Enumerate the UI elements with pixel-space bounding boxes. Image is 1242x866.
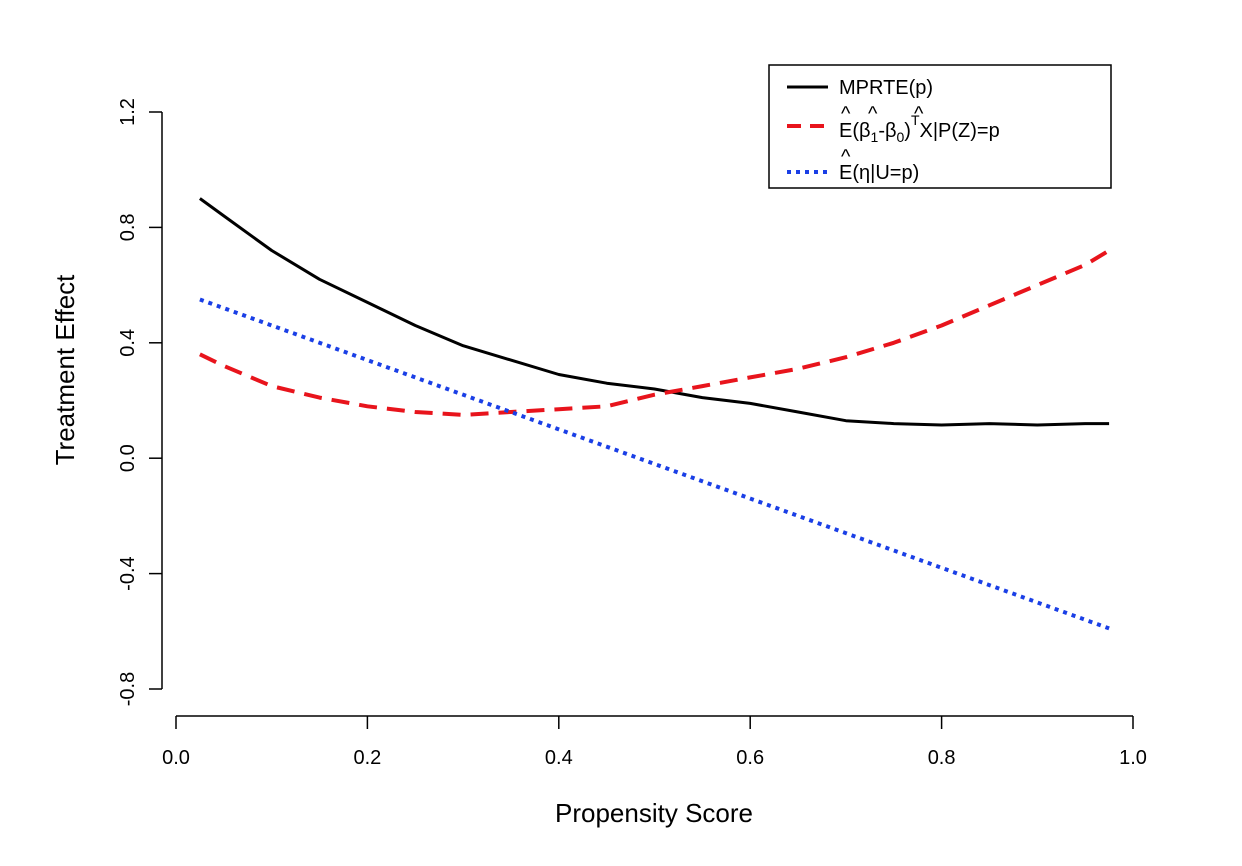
legend-beta-sub0: 0 [896,129,904,145]
legend-label-beta: E(β1-β0)TX|P(Z)=p [839,112,1000,145]
legend-beta-sup: T [911,112,920,128]
legend-beta-sub1: 1 [871,129,879,145]
legend-hat-b1: ^ [868,103,878,125]
legend-hat-e3: ^ [841,146,851,168]
x-tick-label: 0.2 [353,747,381,769]
y-tick-label: 0.8 [117,213,139,241]
x-axis-title: Propensity Score [555,798,753,828]
y-tick-label: 0.0 [117,444,139,472]
series-line-beta-diff [199,248,1111,417]
legend: MPRTE(p) E(β1-β0)TX|P(Z)=p ^ ^ ^ E(η|U=p… [768,64,1112,189]
legend-beta-part-b: -β [878,120,896,142]
y-tick-label: -0.8 [117,672,139,706]
axes: 0.0 0.2 0.4 0.6 0.8 1.0 -0.8 -0.4 0.0 0.4 0.8 1.2 [117,98,1147,769]
y-tick-label: 0.4 [117,329,139,357]
legend-beta-part-d: X|P(Z)=p [920,120,1000,142]
y-tick-label: 1.2 [117,98,139,126]
x-tick-label: 0.6 [736,747,764,769]
legend-hat-b0: ^ [914,103,924,125]
plot-lines [199,197,1111,631]
x-tick-label: 0.8 [928,747,956,769]
series-line-mprte [199,197,1110,427]
series-line-eta [199,297,1110,631]
y-tick-label: -0.4 [117,556,139,590]
legend-hat-e2: ^ [841,103,851,125]
legend-label-eta: E(η|U=p) [839,162,919,184]
y-axis-title: Treatment Effect [50,274,80,466]
legend-label-mprte: MPRTE(p) [839,77,933,99]
legend-beta-part-c: ) [904,120,911,142]
x-tick-label: 0.4 [545,747,573,769]
x-tick-label: 1.0 [1119,747,1147,769]
x-tick-label: 0.0 [162,747,190,769]
legend-beta-part-a: E(β [839,120,871,142]
